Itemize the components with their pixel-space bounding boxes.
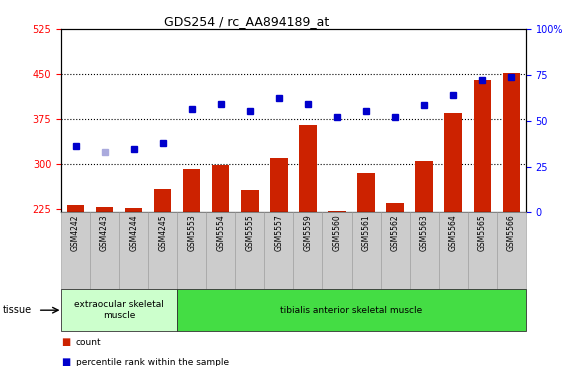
Text: GSM5565: GSM5565 <box>478 214 487 251</box>
Text: GDS254 / rc_AA894189_at: GDS254 / rc_AA894189_at <box>164 15 329 28</box>
Bar <box>439 212 468 289</box>
Bar <box>410 212 439 289</box>
Text: ■: ■ <box>61 337 70 347</box>
Text: percentile rank within the sample: percentile rank within the sample <box>76 358 229 366</box>
Text: GSM5561: GSM5561 <box>361 214 371 251</box>
Bar <box>299 125 317 212</box>
Bar <box>322 212 352 289</box>
Bar <box>154 190 171 212</box>
Bar <box>444 113 462 212</box>
Bar <box>61 212 90 289</box>
Bar <box>357 173 375 212</box>
Bar <box>503 73 520 212</box>
Text: GSM5563: GSM5563 <box>419 214 429 251</box>
Bar <box>415 161 433 212</box>
Bar <box>177 289 526 331</box>
Bar <box>235 212 264 289</box>
Text: GSM5554: GSM5554 <box>216 214 225 251</box>
Bar <box>67 205 84 212</box>
Bar <box>96 208 113 212</box>
Bar <box>386 203 404 212</box>
Text: GSM5566: GSM5566 <box>507 214 516 251</box>
Text: GSM4242: GSM4242 <box>71 214 80 251</box>
Bar <box>352 212 381 289</box>
Bar <box>125 208 142 212</box>
Text: count: count <box>76 338 101 347</box>
Text: tissue: tissue <box>3 305 32 315</box>
Bar <box>90 212 119 289</box>
Text: extraocular skeletal
muscle: extraocular skeletal muscle <box>74 300 164 320</box>
Text: GSM4244: GSM4244 <box>129 214 138 251</box>
Text: GSM5555: GSM5555 <box>245 214 254 251</box>
Bar <box>328 211 346 212</box>
Bar <box>119 212 148 289</box>
Bar <box>148 212 177 289</box>
Text: GSM5557: GSM5557 <box>274 214 284 251</box>
Bar <box>293 212 322 289</box>
Bar <box>183 169 200 212</box>
Bar <box>474 80 491 212</box>
Text: GSM4245: GSM4245 <box>158 214 167 251</box>
Bar <box>61 289 177 331</box>
Text: GSM5560: GSM5560 <box>332 214 342 251</box>
Bar <box>177 212 206 289</box>
Bar <box>270 158 288 212</box>
Text: GSM5564: GSM5564 <box>449 214 458 251</box>
Text: GSM5559: GSM5559 <box>303 214 313 251</box>
Bar <box>264 212 293 289</box>
Text: GSM5553: GSM5553 <box>187 214 196 251</box>
Bar <box>468 212 497 289</box>
Text: tibialis anterior skeletal muscle: tibialis anterior skeletal muscle <box>281 306 422 315</box>
Text: ■: ■ <box>61 357 70 366</box>
Text: GSM4243: GSM4243 <box>100 214 109 251</box>
Bar <box>212 165 229 212</box>
Bar <box>497 212 526 289</box>
Bar <box>381 212 410 289</box>
Text: GSM5562: GSM5562 <box>390 214 400 251</box>
Bar <box>206 212 235 289</box>
Bar <box>241 190 259 212</box>
